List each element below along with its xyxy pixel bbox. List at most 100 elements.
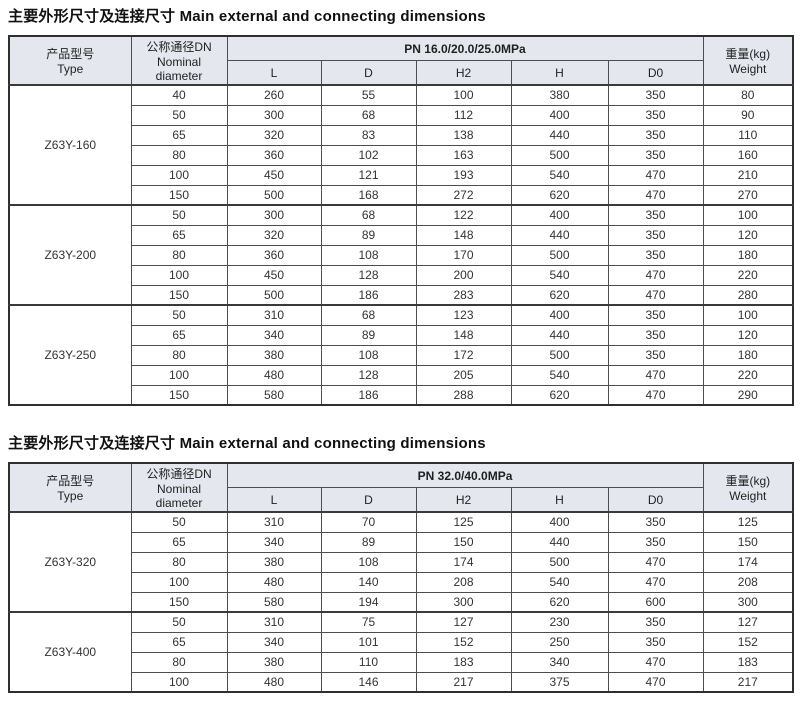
- dim-value-cell: 470: [607, 284, 704, 306]
- dim-value-cell: 540: [510, 264, 609, 286]
- table-row: 100 450 121 193 540 470 210: [9, 164, 794, 186]
- dn-cell: 100: [130, 264, 228, 286]
- dim-value-cell: 174: [702, 551, 794, 573]
- dim-value-cell: 300: [702, 591, 794, 613]
- col-header-D: D: [320, 60, 417, 86]
- dim-value-cell: 350: [607, 631, 704, 653]
- dim-value-cell: 280: [702, 284, 794, 306]
- dim-value-cell: 152: [702, 631, 794, 653]
- dim-value-cell: 288: [415, 384, 512, 406]
- dim-value-cell: 250: [510, 631, 609, 653]
- dim-value-cell: 440: [510, 224, 609, 246]
- col-header-L: L: [226, 60, 322, 86]
- dim-value-cell: 580: [226, 591, 322, 613]
- dim-value-cell: 340: [226, 531, 322, 553]
- dim-value-cell: 310: [226, 304, 322, 326]
- product-model-cell: Z63Y-400: [8, 611, 132, 693]
- dim-value-cell: 470: [607, 384, 704, 406]
- dim-value-cell: 440: [510, 324, 609, 346]
- table-row: 100 450 128 200 540 470 220: [9, 264, 794, 286]
- table-row: Z63Y-320 50 310 70 125 400 350 125: [8, 511, 794, 613]
- dim-value-cell: 68: [320, 304, 417, 326]
- dn-cell: 150: [130, 284, 228, 306]
- dim-value-cell: 220: [702, 264, 794, 286]
- dim-value-cell: 320: [226, 224, 322, 246]
- dimensions-section-2: 主要外形尺寸及连接尺寸 Main external and connecting…: [0, 427, 800, 693]
- dim-value-cell: 470: [607, 164, 704, 186]
- dim-value-cell: 110: [702, 124, 794, 146]
- dim-value-cell: 380: [226, 651, 322, 673]
- dim-value-cell: 340: [226, 324, 322, 346]
- dim-value-cell: 55: [320, 84, 417, 106]
- col-header-type-zh: 产品型号: [46, 474, 95, 488]
- section-spacer: [0, 406, 800, 427]
- dim-value-cell: 380: [226, 344, 322, 366]
- col-header-type: 产品型号 Type: [8, 35, 132, 86]
- dim-value-cell: 220: [702, 364, 794, 386]
- dim-value-cell: 180: [702, 344, 794, 366]
- dim-value-cell: 600: [607, 591, 704, 613]
- dim-value-cell: 620: [510, 184, 609, 206]
- dim-value-cell: 100: [702, 204, 794, 226]
- dim-value-cell: 375: [510, 671, 609, 693]
- dim-value-cell: 230: [510, 611, 609, 633]
- dim-value-cell: 127: [702, 611, 794, 633]
- table-row: Z63Y-200 50 300 68 122 400 350 100: [8, 204, 794, 306]
- dim-value-cell: 100: [702, 304, 794, 326]
- dim-value-cell: 470: [607, 184, 704, 206]
- dim-value-cell: 127: [415, 611, 512, 633]
- dim-value-cell: 108: [320, 551, 417, 573]
- col-header-dn-zh: 公称通径DN: [146, 40, 212, 54]
- dim-value-cell: 183: [415, 651, 512, 673]
- pn-class-header: PN 32.0/40.0MPa: [226, 462, 704, 488]
- table-row: 80 380 110 183 340 470 183: [9, 651, 794, 673]
- dim-value-cell: 470: [607, 571, 704, 593]
- dim-value-cell: 470: [607, 364, 704, 386]
- dim-value-cell: 400: [510, 304, 609, 326]
- dim-value-cell: 540: [510, 364, 609, 386]
- product-model-cell: Z63Y-160: [8, 84, 132, 206]
- dim-value-cell: 360: [226, 244, 322, 266]
- dim-value-cell: 146: [320, 671, 417, 693]
- col-header-dn: 公称通径DN Nominal diameter: [130, 462, 228, 513]
- dim-value-cell: 128: [320, 364, 417, 386]
- table-header: 产品型号 Type 公称通径DN Nominal diameter PN 16.…: [8, 35, 794, 86]
- col-header-type-en: Type: [57, 489, 84, 503]
- dim-value-cell: 310: [226, 511, 322, 533]
- dim-value-cell: 470: [607, 671, 704, 693]
- dim-value-cell: 205: [415, 364, 512, 386]
- dim-value-cell: 540: [510, 571, 609, 593]
- dim-value-cell: 272: [415, 184, 512, 206]
- col-header-L: L: [226, 487, 322, 513]
- product-model-cell: Z63Y-200: [8, 204, 132, 306]
- dim-value-cell: 350: [607, 84, 704, 106]
- table-row: 65 320 83 138 440 350 110: [9, 124, 794, 146]
- dim-value-cell: 120: [702, 224, 794, 246]
- dim-value-cell: 340: [510, 651, 609, 673]
- col-header-weight: 重量(kg) Weight: [702, 462, 794, 513]
- dim-value-cell: 138: [415, 124, 512, 146]
- dim-value-cell: 210: [702, 164, 794, 186]
- col-header-type: 产品型号 Type: [8, 462, 132, 513]
- dim-value-cell: 100: [415, 84, 512, 106]
- dim-value-cell: 108: [320, 344, 417, 366]
- dim-value-cell: 121: [320, 164, 417, 186]
- dim-value-cell: 400: [510, 511, 609, 533]
- dim-value-cell: 208: [415, 571, 512, 593]
- dim-value-cell: 128: [320, 264, 417, 286]
- dim-value-cell: 470: [607, 651, 704, 673]
- dim-value-cell: 500: [510, 344, 609, 366]
- dim-value-cell: 80: [702, 84, 794, 106]
- dim-value-cell: 350: [607, 124, 704, 146]
- col-header-weight-zh: 重量(kg): [725, 47, 771, 61]
- dn-cell: 100: [130, 364, 228, 386]
- dn-cell: 50: [130, 104, 228, 126]
- dim-value-cell: 500: [226, 284, 322, 306]
- dim-value-cell: 89: [320, 224, 417, 246]
- dn-cell: 150: [130, 591, 228, 613]
- dim-value-cell: 183: [702, 651, 794, 673]
- dim-value-cell: 170: [415, 244, 512, 266]
- dim-value-cell: 480: [226, 571, 322, 593]
- col-header-D0: D0: [607, 60, 704, 86]
- dim-value-cell: 122: [415, 204, 512, 226]
